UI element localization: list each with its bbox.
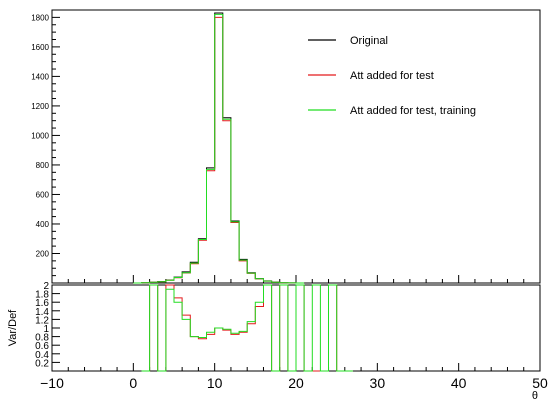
y-tick-label: 1600 [31, 43, 49, 52]
y-tick-label: 1.4 [35, 307, 49, 318]
y-tick-label: 400 [36, 220, 50, 229]
x-tick-label: 40 [451, 375, 467, 391]
y-tick-label: 1.8 [35, 290, 49, 301]
y-tick-label: 1.2 [35, 315, 49, 326]
y-tick-label: 600 [36, 190, 50, 199]
y-tick-label: 1800 [31, 13, 49, 22]
ratio-panel: 0.20.40.60.811.21.41.61.82 −10 0 10 20 30 40 50… [7, 281, 548, 402]
series-line [133, 13, 305, 284]
x-tick-label: 20 [288, 375, 304, 391]
x-tick-label: −10 [40, 375, 64, 391]
x-tick-label: 30 [370, 375, 386, 391]
y-tick-label: 2 [43, 281, 49, 292]
legend-label: Att added for test [350, 70, 434, 82]
y-axis-label: Var/Def [7, 309, 19, 346]
main-frame [51, 9, 541, 284]
series-line [133, 12, 305, 284]
y-tick-label: 800 [36, 161, 50, 170]
main-panel: 200 400 600 800 1000 1200 1400 1600 1800 [31, 9, 541, 284]
y-tick-label: 200 [36, 249, 50, 258]
y-tick-label: 1000 [31, 131, 49, 140]
y-tick-label: 1 [43, 324, 49, 335]
legend: Original Att added for test Att added for … [308, 35, 476, 117]
y-tick-label: 0.2 [35, 358, 49, 369]
y-tick-label: 1400 [31, 72, 49, 81]
ratio-series-line [141, 284, 353, 372]
y-tick-label: 0.8 [35, 333, 49, 344]
legend-label: Att added for test, training [350, 105, 476, 117]
y-tick-label: 1200 [31, 102, 49, 111]
series-line [133, 16, 305, 284]
x-tick-label: 50 [532, 375, 548, 391]
y-tick-label: 0.6 [35, 341, 49, 352]
x-tick-label: 0 [129, 375, 137, 391]
legend-label: Original [350, 35, 388, 47]
y-tick-label: 1.6 [35, 298, 49, 309]
x-axis-label: θ [532, 390, 538, 402]
x-tick-label: 10 [207, 375, 223, 391]
y-tick-label: 0.4 [35, 350, 49, 361]
